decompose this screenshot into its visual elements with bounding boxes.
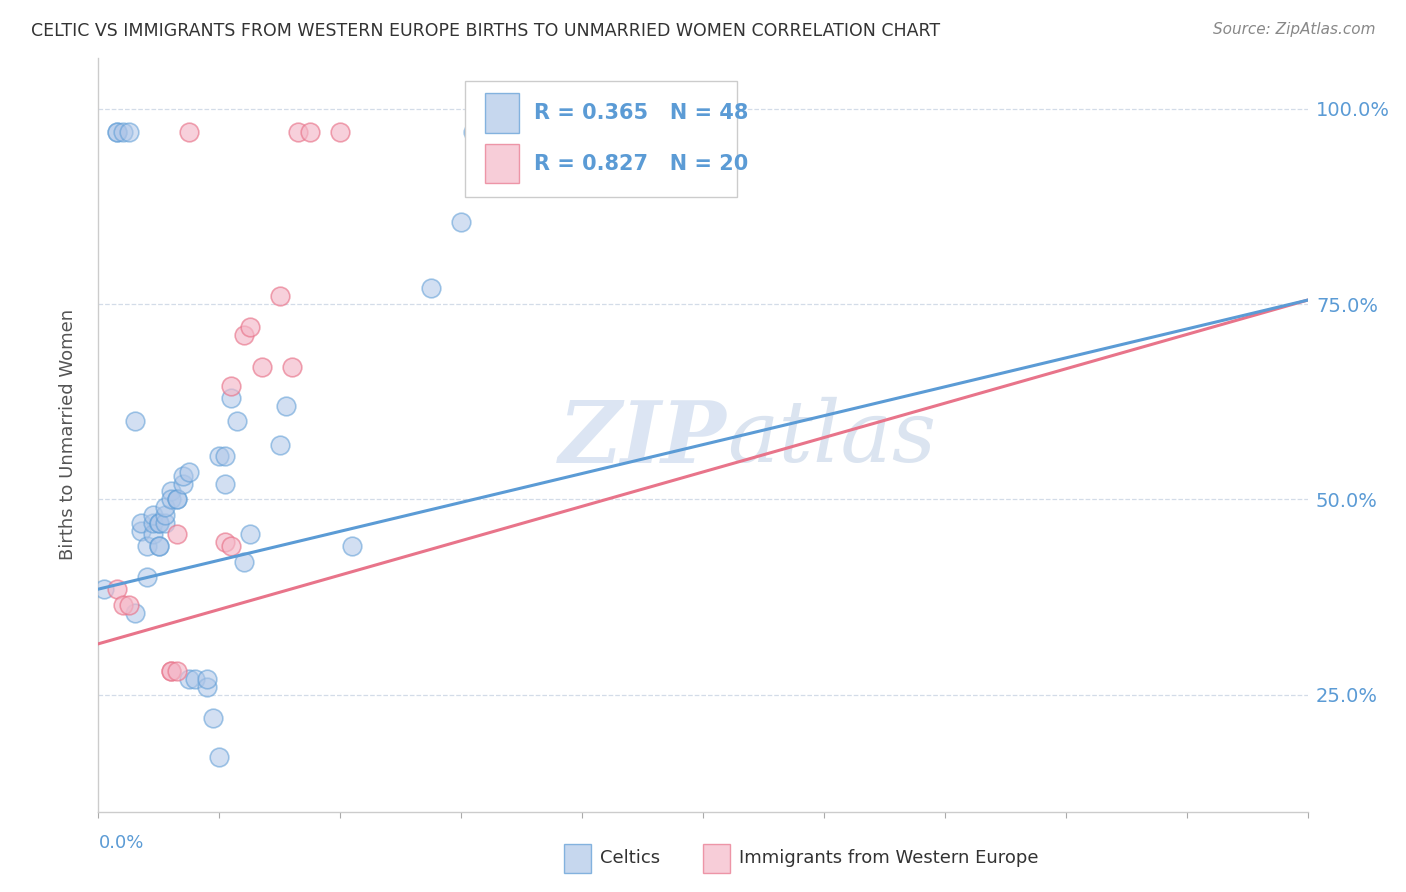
Point xyxy=(232,328,254,343)
Point xyxy=(195,680,218,694)
Text: R = 0.365   N = 48: R = 0.365 N = 48 xyxy=(534,103,748,123)
Point xyxy=(250,359,273,374)
FancyBboxPatch shape xyxy=(465,80,737,197)
Point xyxy=(214,450,236,464)
Text: atlas: atlas xyxy=(727,397,936,480)
Point xyxy=(166,664,188,678)
Point xyxy=(226,414,249,428)
Point xyxy=(214,535,236,549)
Text: ZIP: ZIP xyxy=(560,397,727,481)
Text: R = 0.827   N = 20: R = 0.827 N = 20 xyxy=(534,153,748,174)
Point xyxy=(153,508,176,522)
Point xyxy=(160,484,183,499)
Point xyxy=(172,468,194,483)
Point xyxy=(160,664,183,678)
Point xyxy=(208,750,231,764)
Point xyxy=(179,125,201,139)
Point xyxy=(142,508,165,522)
Point xyxy=(160,664,183,678)
Point xyxy=(135,570,157,584)
Text: CELTIC VS IMMIGRANTS FROM WESTERN EUROPE BIRTHS TO UNMARRIED WOMEN CORRELATION C: CELTIC VS IMMIGRANTS FROM WESTERN EUROPE… xyxy=(31,22,941,40)
Point xyxy=(420,281,443,295)
Point xyxy=(148,539,170,553)
Bar xyxy=(485,144,519,183)
Point xyxy=(221,539,243,553)
Point xyxy=(142,527,165,541)
Point xyxy=(179,465,201,479)
Text: Celtics: Celtics xyxy=(600,849,661,867)
Point xyxy=(129,516,152,530)
Point xyxy=(450,215,472,229)
Bar xyxy=(564,844,591,872)
Point xyxy=(342,539,364,553)
Point xyxy=(124,606,146,620)
Point xyxy=(208,450,231,464)
Point xyxy=(160,492,183,507)
Point xyxy=(184,672,207,686)
Point xyxy=(239,527,262,541)
Point xyxy=(153,516,176,530)
Point xyxy=(281,359,304,374)
Point xyxy=(166,492,188,507)
Point xyxy=(129,524,152,538)
Point xyxy=(142,516,165,530)
Point xyxy=(287,125,309,139)
Point xyxy=(166,492,188,507)
Point xyxy=(105,125,128,139)
Point xyxy=(148,516,170,530)
Point xyxy=(105,125,128,139)
Point xyxy=(221,379,243,393)
Point xyxy=(232,555,254,569)
Bar xyxy=(485,94,519,133)
Point xyxy=(269,289,291,303)
Point xyxy=(221,391,243,405)
Point xyxy=(274,399,297,413)
Point xyxy=(463,125,485,139)
Point xyxy=(179,672,201,686)
Point xyxy=(118,125,141,139)
Point xyxy=(135,539,157,553)
Point xyxy=(166,527,188,541)
Point xyxy=(148,516,170,530)
Point xyxy=(111,125,134,139)
Bar xyxy=(703,844,730,872)
Point xyxy=(153,500,176,514)
Y-axis label: Births to Unmarried Women: Births to Unmarried Women xyxy=(59,310,77,560)
Point xyxy=(105,582,128,596)
Point xyxy=(148,539,170,553)
Point xyxy=(239,320,262,334)
Point xyxy=(202,711,225,725)
Point xyxy=(118,598,141,612)
Text: 0.0%: 0.0% xyxy=(98,834,143,853)
Point xyxy=(124,414,146,428)
Point xyxy=(661,125,683,139)
Point xyxy=(510,125,533,139)
Point xyxy=(93,582,115,596)
Point xyxy=(329,125,352,139)
Point xyxy=(299,125,322,139)
Point xyxy=(111,598,134,612)
Point xyxy=(195,672,218,686)
Text: Source: ZipAtlas.com: Source: ZipAtlas.com xyxy=(1212,22,1375,37)
Point xyxy=(214,476,236,491)
Text: Immigrants from Western Europe: Immigrants from Western Europe xyxy=(740,849,1039,867)
Point xyxy=(172,476,194,491)
Point xyxy=(269,437,291,451)
